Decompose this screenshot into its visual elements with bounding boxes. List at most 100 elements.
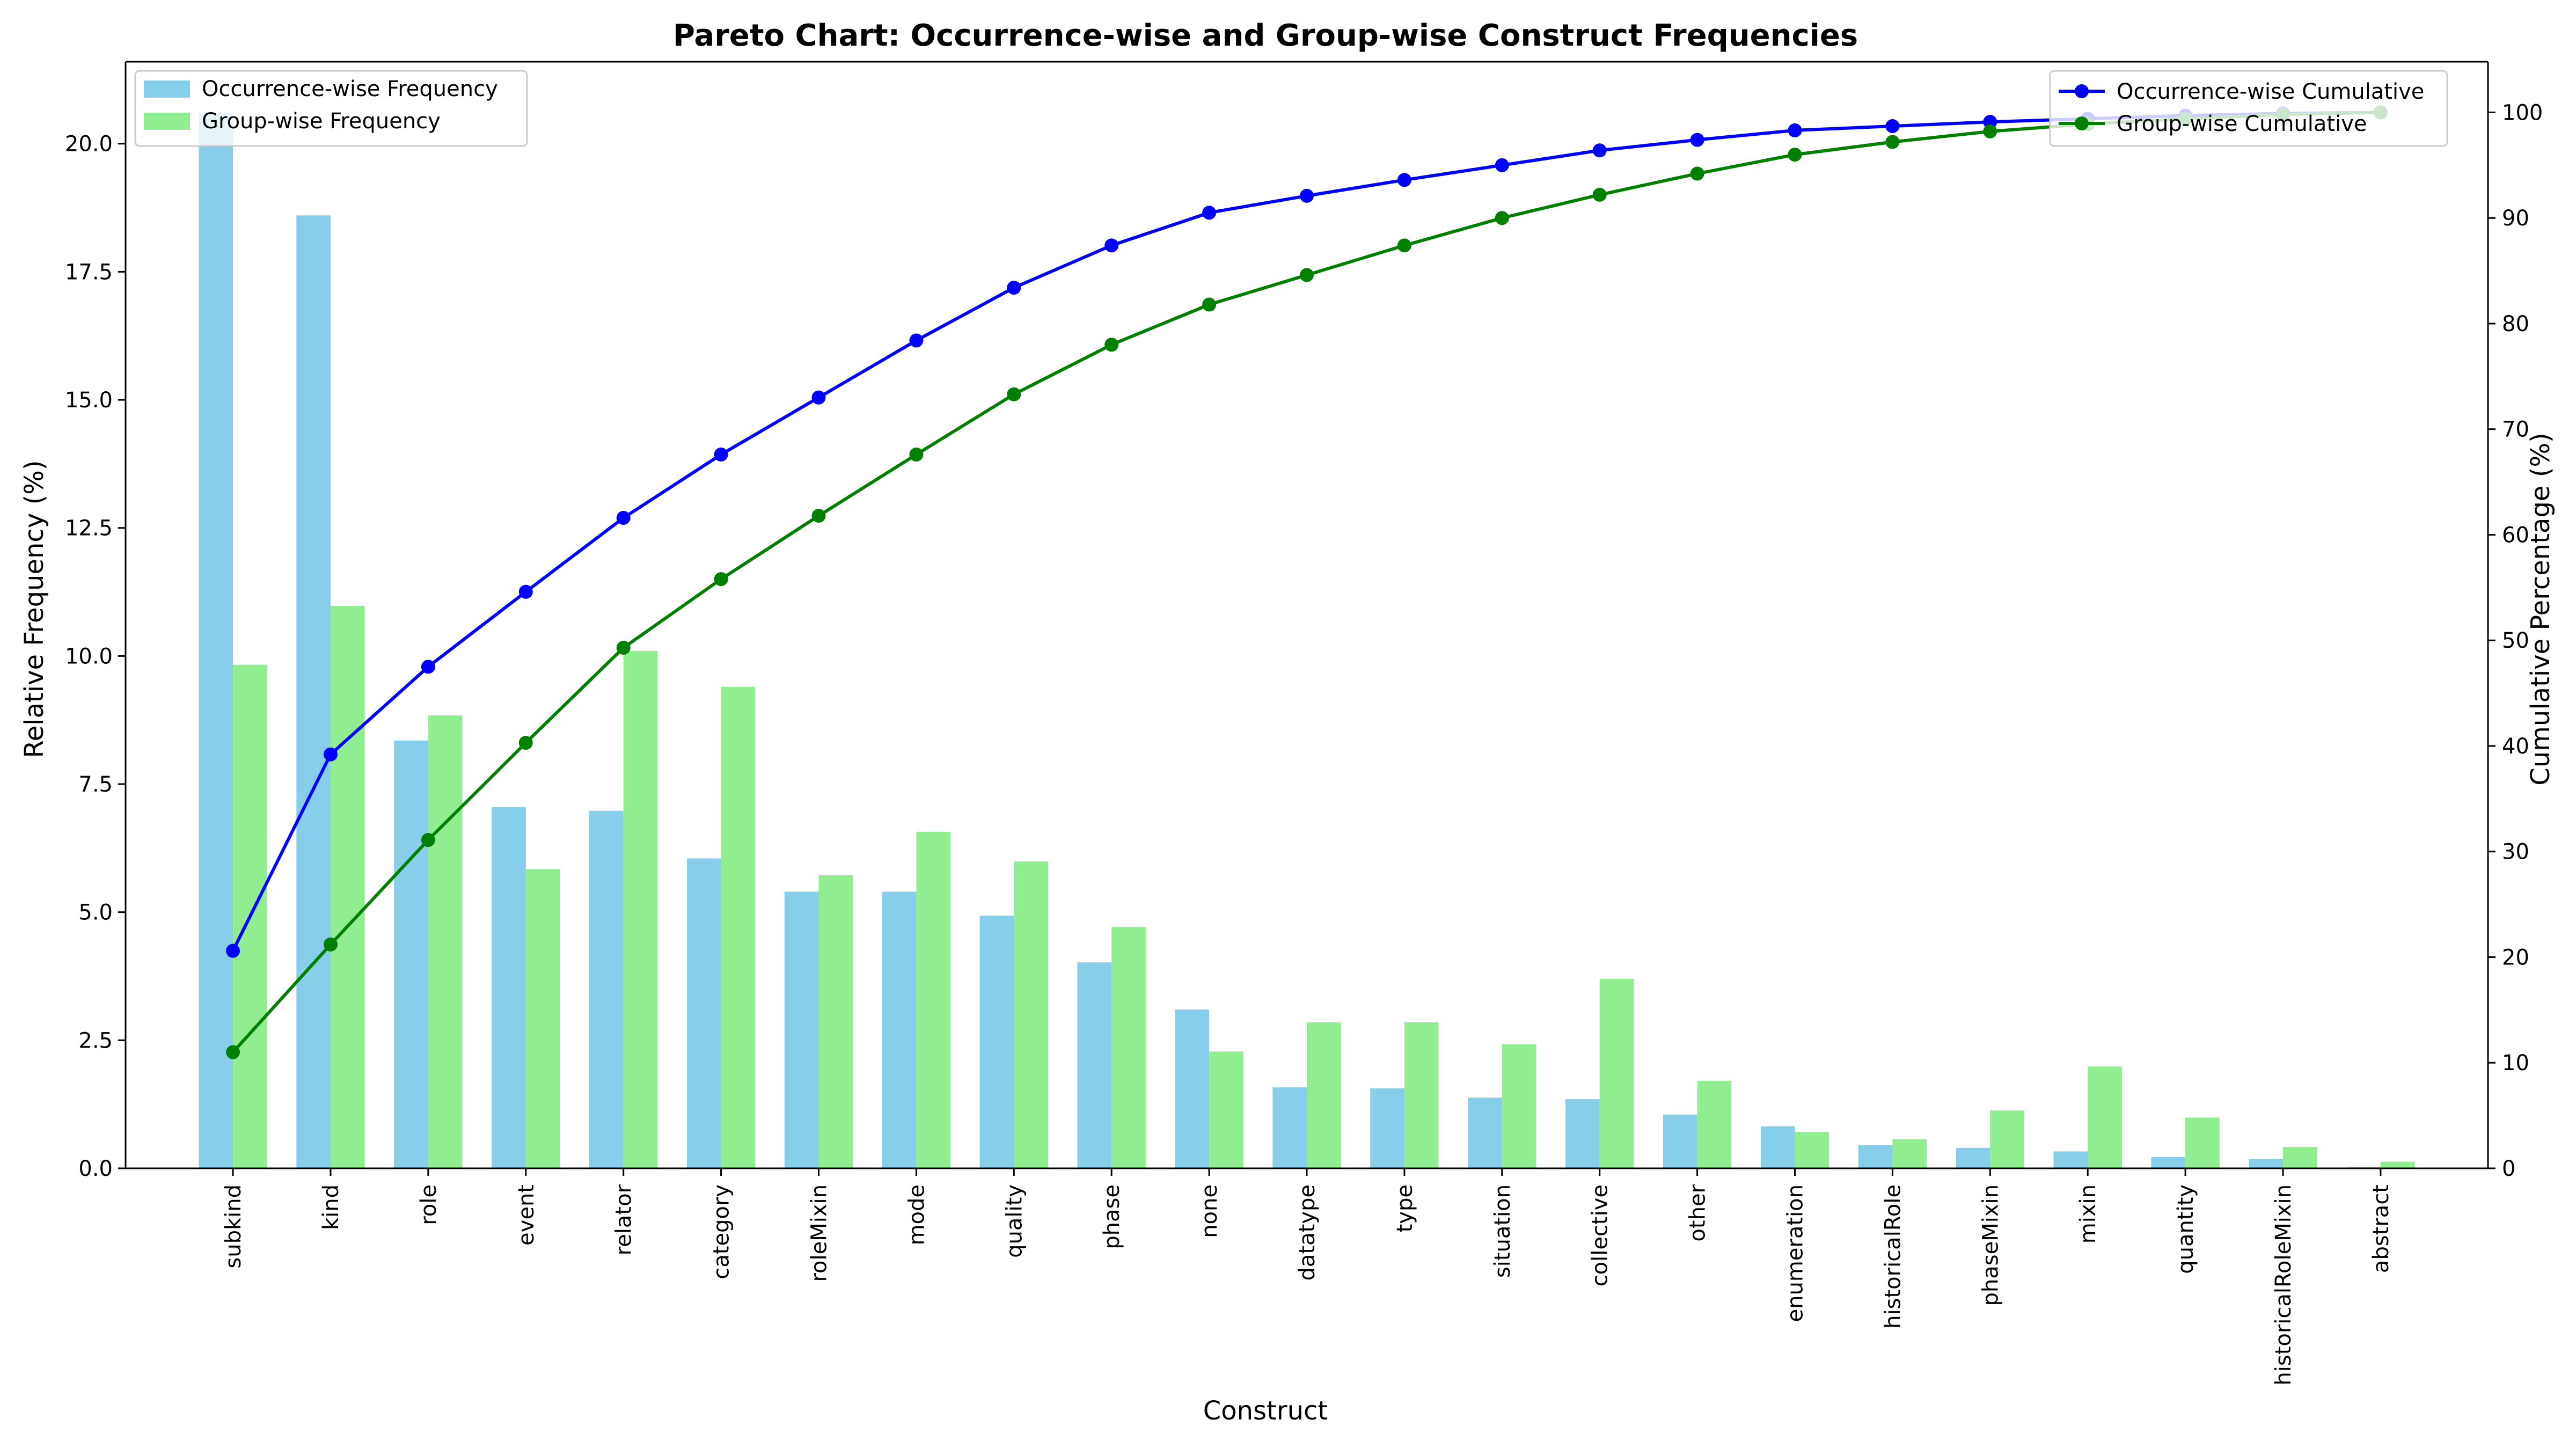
legend-cumulative: Occurrence-wise Cumulative Group-wise Cum… <box>2049 70 2448 147</box>
point-group-cumulative-historicalRole <box>1885 135 1900 149</box>
bar-occurrence-mixin <box>2053 1151 2088 1168</box>
bar-group-collective <box>1599 978 1634 1168</box>
x-tick-label-type: type <box>1393 1184 1417 1232</box>
legend-label-group: Group-wise Frequency <box>202 109 441 134</box>
y-tick-label: 0.0 <box>78 1157 113 1181</box>
bar-occurrence-role <box>394 740 428 1168</box>
chart-title: Pareto Chart: Occurrence-wise and Group-… <box>673 18 1858 53</box>
y2-tick-label: 40 <box>2502 734 2529 759</box>
bar-group-datatype <box>1307 1022 1341 1168</box>
x-tick-label-role: role <box>416 1184 441 1225</box>
y-tick-label: 7.5 <box>78 772 113 797</box>
point-occurrence-cumulative-datatype <box>1300 188 1314 203</box>
x-tick-label-historicalRole: historicalRole <box>1880 1184 1905 1329</box>
point-group-cumulative-event <box>518 736 533 750</box>
point-occurrence-cumulative-situation <box>1495 158 1509 172</box>
bar-group-type <box>1404 1022 1439 1168</box>
bar-group-mixin <box>2088 1066 2122 1168</box>
bar-group-historicalRoleMixin <box>2283 1146 2317 1168</box>
x-tick-label-historicalRoleMixin: historicalRoleMixin <box>2271 1184 2296 1386</box>
x-tick-label-relator: relator <box>612 1184 636 1255</box>
point-occurrence-cumulative-phase <box>1104 238 1119 253</box>
point-group-cumulative-role <box>421 833 435 847</box>
point-occurrence-cumulative-event <box>518 584 533 599</box>
x-tick-label-none: none <box>1197 1184 1222 1238</box>
bar-occurrence-datatype <box>1272 1087 1307 1168</box>
bar-occurrence-historicalRoleMixin <box>2249 1159 2284 1168</box>
x-tick-label-kind: kind <box>319 1184 343 1230</box>
x-tick-label-phase: phase <box>1100 1184 1124 1249</box>
x-tick-label-situation: situation <box>1490 1184 1515 1278</box>
bar-occurrence-historicalRole <box>1858 1145 1893 1168</box>
x-tick-label-subkind: subkind <box>221 1184 246 1269</box>
bar-group-event <box>525 869 560 1168</box>
bar-occurrence-roleMixin <box>784 891 819 1168</box>
bar-occurrence-mode <box>882 891 917 1168</box>
point-group-cumulative-phase <box>1104 338 1119 352</box>
x-tick-label-datatype: datatype <box>1295 1184 1320 1280</box>
y-tick-label: 17.5 <box>65 260 113 284</box>
legend-bars: Occurrence-wise Frequency Group-wise Freq… <box>134 70 528 147</box>
bar-group-mode <box>916 831 951 1168</box>
bar-occurrence-none <box>1175 1009 1210 1168</box>
bar-occurrence-type <box>1370 1088 1404 1168</box>
legend-swatch-occurrence <box>144 80 190 98</box>
y-tick-label: 10.0 <box>65 644 113 669</box>
bar-occurrence-kind <box>296 215 331 1168</box>
point-group-cumulative-category <box>714 572 728 587</box>
bar-occurrence-category <box>686 858 721 1168</box>
y2-tick-label: 50 <box>2502 628 2529 653</box>
point-occurrence-cumulative-mode <box>909 333 924 348</box>
point-group-cumulative-quality <box>1007 387 1021 401</box>
point-group-cumulative-datatype <box>1300 268 1314 282</box>
point-group-cumulative-roleMixin <box>811 509 826 523</box>
y2-tick-label: 30 <box>2502 840 2529 865</box>
y-tick-label: 2.5 <box>78 1028 113 1053</box>
y2-axis-label: Cumulative Percentage (%) <box>2526 433 2556 786</box>
legend-label-group-cumulative: Group-wise Cumulative <box>2117 112 2367 136</box>
y2-tick-label: 10 <box>2502 1051 2529 1075</box>
bar-occurrence-event <box>492 807 526 1168</box>
point-occurrence-cumulative-subkind <box>226 943 240 958</box>
point-occurrence-cumulative-roleMixin <box>811 390 826 405</box>
bar-group-kind <box>330 605 365 1168</box>
bar-occurrence-quality <box>979 916 1014 1168</box>
x-tick-label-quality: quality <box>1002 1184 1027 1258</box>
bar-occurrence-other <box>1663 1114 1697 1168</box>
point-group-cumulative-relator <box>616 640 631 655</box>
x-tick-label-event: event <box>514 1184 539 1246</box>
legend-label-occurrence-cumulative: Occurrence-wise Cumulative <box>2117 79 2424 104</box>
x-tick-label-collective: collective <box>1588 1184 1613 1286</box>
x-tick-label-phaseMixin: phaseMixin <box>1978 1184 2003 1306</box>
point-group-cumulative-collective <box>1592 187 1607 202</box>
x-axis-label: Construct <box>1203 1396 1328 1426</box>
legend-frame <box>2049 70 2448 147</box>
point-occurrence-cumulative-historicalRole <box>1885 119 1900 134</box>
legend-marker-group-cumulative <box>2075 116 2089 130</box>
y2-tick-label: 60 <box>2502 523 2529 547</box>
point-group-cumulative-phaseMixin <box>1983 124 1997 138</box>
bar-group-relator <box>623 650 658 1168</box>
y2-tick-label: 90 <box>2502 206 2529 231</box>
point-occurrence-cumulative-kind <box>323 747 338 762</box>
point-group-cumulative-enumeration <box>1788 148 1802 162</box>
y-tick-label: 5.0 <box>78 901 113 925</box>
y-tick-label: 20.0 <box>65 132 113 157</box>
bar-group-situation <box>1502 1044 1536 1168</box>
cumulative-lines-layer <box>226 105 2388 1059</box>
x-tick-label-other: other <box>1686 1184 1710 1241</box>
y2-tick-label: 80 <box>2502 312 2529 336</box>
y2-tick-label: 20 <box>2502 945 2529 970</box>
bar-occurrence-enumeration <box>1760 1126 1795 1168</box>
x-tick-label-category: category <box>709 1184 734 1279</box>
bar-group-quality <box>1014 861 1048 1168</box>
bar-group-none <box>1209 1051 1243 1168</box>
point-occurrence-cumulative-quality <box>1007 281 1021 295</box>
x-tick-label-abstract: abstract <box>2369 1184 2394 1273</box>
legend-label-occurrence: Occurrence-wise Frequency <box>202 77 498 101</box>
y-axis-label: Relative Frequency (%) <box>19 460 49 758</box>
bar-occurrence-situation <box>1468 1097 1502 1168</box>
bar-group-category <box>721 686 756 1168</box>
point-group-cumulative-kind <box>323 937 338 952</box>
line-occurrence-cumulative <box>231 111 2381 952</box>
